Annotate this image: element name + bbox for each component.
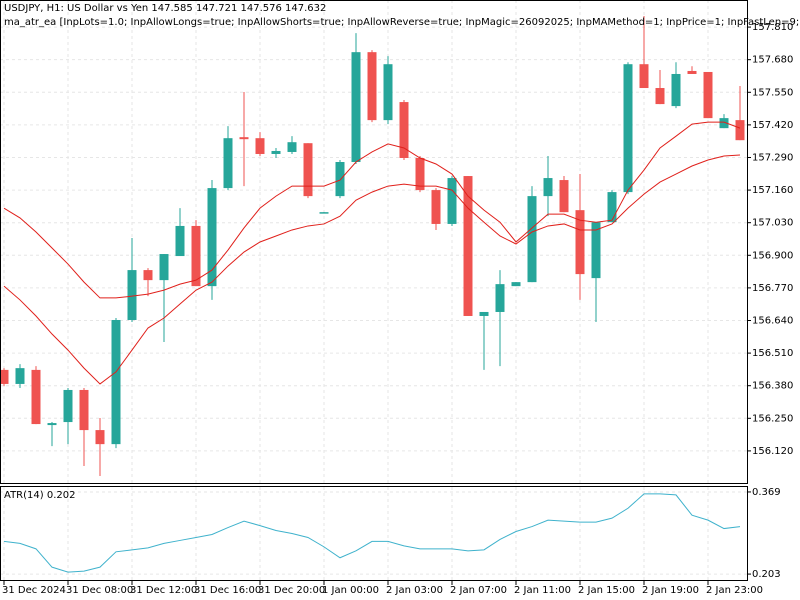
x-tick-label: 31 Dec 12:00 [130,585,197,596]
y-tick-label: 156.510 [752,348,793,359]
x-tick-label: 31 Dec 16:00 [194,585,261,596]
candle-body [735,120,745,141]
x-tick-label: 2 Jan 03:00 [386,585,443,596]
y-tick-label: 157.160 [752,185,793,196]
candle-body [399,102,409,158]
candle-body [687,70,697,74]
y-tick-label: 156.120 [752,446,793,457]
chart-title: USDJPY, H1: US Dollar vs Yen 147.585 147… [4,3,326,14]
x-tick-label: 1 Jan 00:00 [322,585,379,596]
candle-body [415,157,425,191]
candle-body [463,176,473,316]
line-series [3,121,741,299]
y-tick-label: 156.900 [752,250,793,261]
indicator-title: ATR(14) 0.202 [4,490,75,501]
candle-body [255,138,265,154]
candle-body [63,389,73,423]
candle-body [111,319,121,445]
candle-body [527,196,537,283]
candle-body [591,222,601,279]
candle-body [271,150,281,154]
y-tick-label: 156.640 [752,315,793,326]
candle-body [303,143,313,197]
candle-body [127,270,137,320]
y-tick-label: 156.770 [752,283,793,294]
candle-body [607,192,617,223]
y-tick-label: 0.369 [752,487,781,498]
candle-body [623,64,633,193]
x-tick-label: 2 Jan 11:00 [514,585,571,596]
candle-body [239,137,249,140]
candle-body [431,190,441,224]
candle-body [335,162,345,197]
candle-body [191,225,201,287]
candle-body [447,178,457,224]
x-tick-label: 31 Dec 2024 [2,585,66,596]
y-tick-label: 0.203 [752,569,781,580]
candle-body [95,430,105,445]
candle-body [703,71,713,119]
y-tick-label: 157.030 [752,218,793,229]
candle-body [0,369,9,384]
candle-body [655,88,665,105]
candle-body [287,142,297,152]
candle-body [383,64,393,121]
y-tick-label: 157.680 [752,55,793,66]
y-tick-label: 157.550 [752,87,793,98]
candle-body [511,282,521,287]
candle-body [575,210,585,275]
candle-body [207,188,217,287]
candle-body [543,178,553,197]
x-tick-label: 2 Jan 07:00 [450,585,507,596]
candle-body [47,423,57,426]
candle-body [559,180,569,213]
candle-body [495,284,505,312]
candle-body [31,369,41,425]
candle-body [223,138,233,189]
x-tick-label: 31 Dec 20:00 [258,585,325,596]
x-tick-label: 31 Dec 08:00 [66,585,133,596]
y-tick-label: 157.290 [752,152,793,163]
candle-body [639,64,649,89]
candle-body [15,368,25,384]
candle-body [671,73,681,107]
x-tick-label: 2 Jan 19:00 [642,585,699,596]
line-series [3,493,741,573]
x-tick-label: 2 Jan 23:00 [706,585,763,596]
candle-body [319,212,329,214]
y-tick-label: 157.420 [752,120,793,131]
candle-body [719,118,729,129]
main-panel-frame [0,0,748,484]
atr-panel-frame [0,486,748,581]
candle-body [367,52,377,121]
candle-body [351,52,361,163]
candle-body [479,311,489,316]
candle-body [159,254,169,281]
candle-body [79,389,89,431]
y-tick-label: 156.380 [752,381,793,392]
y-tick-label: 156.250 [752,413,793,424]
chart-subtitle: ma_atr_ea [InpLots=1.0; InpAllowLongs=tr… [4,17,800,28]
candle-body [143,270,153,281]
x-tick-label: 2 Jan 15:00 [578,585,635,596]
line-series [3,154,741,385]
y-tick-label: 157.810 [752,22,793,33]
candle-body [175,225,185,257]
